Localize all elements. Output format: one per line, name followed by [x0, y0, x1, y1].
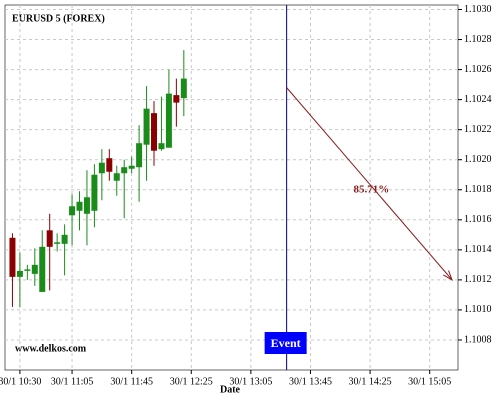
y-tick-label: 1.1012 — [464, 274, 492, 285]
candle-body — [16, 270, 23, 277]
candle-body — [69, 206, 76, 216]
candle-body — [128, 165, 135, 169]
x-tick-label: 30/1 12:25 — [170, 376, 213, 387]
projection-arrow — [286, 87, 453, 281]
x-tick-label: 30/1 15:05 — [408, 376, 451, 387]
candle-body — [113, 173, 120, 181]
candle-body — [24, 269, 31, 271]
event-label: Event — [271, 336, 301, 350]
candle-body — [83, 197, 90, 214]
candle-body — [106, 158, 113, 172]
x-tick-label: 30/1 11:05 — [51, 376, 94, 387]
candle-body — [151, 113, 158, 151]
y-tick-label: 1.1016 — [464, 214, 492, 225]
projection-label: 85.71% — [353, 183, 389, 195]
x-tick-label: 30/1 11:45 — [110, 376, 153, 387]
plot-area — [4, 4, 459, 371]
y-tick-label: 1.1010 — [464, 304, 492, 315]
y-tick-label: 1.1014 — [464, 244, 492, 255]
candle-body — [173, 95, 180, 103]
y-tick-label: 1.1030 — [464, 4, 492, 15]
y-tick-label: 1.1028 — [464, 34, 492, 45]
candle-body — [54, 242, 61, 244]
candle-body — [61, 234, 68, 244]
candle-body — [143, 108, 150, 145]
candle-body — [46, 230, 53, 247]
candle-body — [76, 201, 83, 211]
y-tick-label: 1.1026 — [464, 64, 492, 75]
x-tick-label: 30/1 13:05 — [229, 376, 272, 387]
x-tick-label: 30/1 14:25 — [349, 376, 392, 387]
candle-body — [39, 246, 46, 292]
candle-body — [98, 162, 105, 174]
arrow-head — [443, 270, 453, 281]
y-tick-label: 1.1008 — [464, 334, 492, 345]
candle-body — [91, 174, 98, 211]
y-tick-label: 1.1022 — [464, 124, 492, 135]
y-tick-label: 1.1020 — [464, 154, 492, 165]
event-box — [264, 332, 307, 354]
candle-body — [31, 264, 38, 274]
watermark: www.delkos.com — [15, 343, 87, 354]
chart-title: EURUSD 5 (FOREX) — [12, 13, 105, 24]
x-axis-title: Date — [220, 384, 241, 395]
x-tick-label: 30/1 13:45 — [289, 376, 332, 387]
candle-body — [136, 143, 143, 168]
candle-body — [165, 93, 172, 148]
candle-body — [180, 78, 187, 99]
y-tick-label: 1.1024 — [464, 94, 492, 105]
candle-body — [158, 143, 165, 150]
x-tick-label: 30/1 10:30 — [0, 376, 41, 387]
candle-body — [9, 237, 16, 277]
y-tick-label: 1.1018 — [464, 184, 492, 195]
candle-body — [121, 167, 128, 174]
